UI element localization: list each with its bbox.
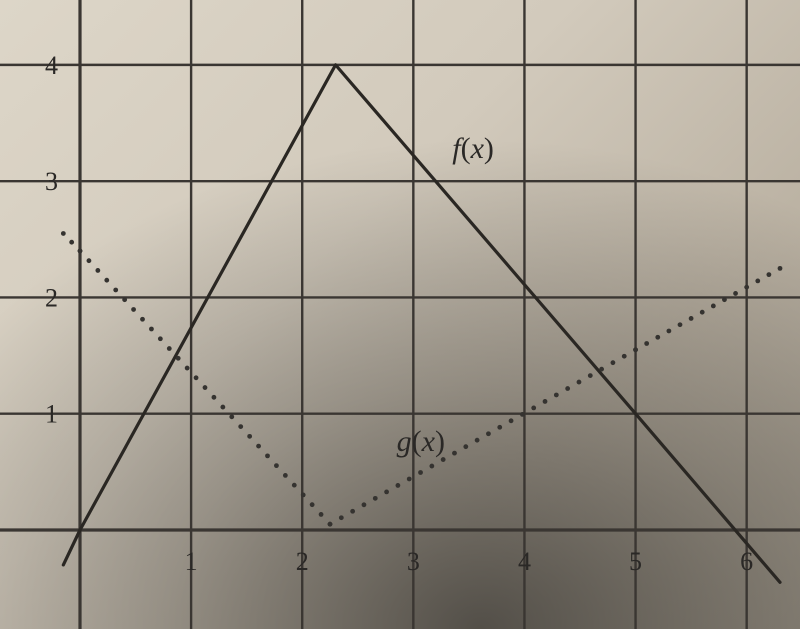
series-dot [509,418,514,423]
series-dot [611,360,616,365]
x-tick-label: 5 [629,547,642,576]
series-dot [310,502,315,507]
series-dot [644,341,649,346]
series-dot [78,249,83,254]
series-dot [87,258,92,263]
series-dot [274,463,279,468]
series-segment [336,65,636,414]
series-dot [778,266,783,271]
x-tick-label: 2 [296,547,309,576]
series-dot [678,322,683,327]
gridlines [0,0,800,629]
series-dot [212,395,217,400]
series-dot [122,297,127,302]
series-dot [475,438,480,443]
x-tick-label: 3 [407,547,420,576]
series-dot [588,373,593,378]
series-dot [722,297,727,302]
series-dot [452,451,457,456]
series-dot [203,385,208,390]
series-dot [113,288,118,293]
series-dot [350,509,355,514]
y-tick-label: 2 [45,283,58,312]
series-dot [666,329,671,334]
series-dot [256,444,261,449]
series-dot [486,431,491,436]
series-dot [265,453,270,458]
series-g: g(x) [61,231,782,526]
series-dot [520,412,525,417]
series-dot [407,477,412,482]
series-dot [185,366,190,371]
series-dot [95,268,100,273]
series-dot [599,367,604,372]
series-dot [229,414,234,419]
series-dot [633,347,638,352]
series-label-g: g(x) [397,425,445,458]
series-dot [238,424,243,429]
series-dot [384,489,389,494]
series-dot [700,310,705,315]
series-dot [328,522,333,527]
series-dot [744,285,749,290]
series-dot [292,483,297,488]
series-dot [554,393,559,398]
series-dot [531,406,536,411]
series-dot [61,231,66,236]
series-dot [565,386,570,391]
series-dot [283,473,288,478]
series-dot [319,512,324,517]
series-dot [497,425,502,430]
series-dot [418,470,423,475]
series-dot [149,327,154,332]
y-tick-label: 1 [45,400,58,429]
series-dot [689,316,694,321]
series-dot [766,272,771,277]
series-dot [301,493,306,498]
series-dot [194,375,199,380]
series-dot [463,444,468,449]
function-plot: 1 2 3 4 5 6 1 2 3 4 f(x) g(x) [0,0,800,629]
y-tick-label: 4 [45,51,58,80]
series-dot [755,278,760,283]
series-dot [131,307,136,312]
x-tick-label: 4 [518,547,531,576]
series-dot [339,515,344,520]
series-dot [396,483,401,488]
series-dot [362,502,367,507]
series-dot [140,317,145,322]
series-dot [104,278,109,283]
series-segment [636,414,780,583]
series-dot [543,399,548,404]
series-dot [247,434,252,439]
x-tick-label: 1 [185,547,198,576]
series-dot [373,496,378,501]
tick-labels: 1 2 3 4 5 6 1 2 3 4 [45,51,753,576]
series-label-f: f(x) [452,132,494,165]
series-dot [167,346,172,351]
series-dot [655,335,660,340]
series-dot [176,356,181,361]
series-f: f(x) [63,65,780,582]
series-dot [429,464,434,469]
series-dot [733,291,738,296]
series-dot [158,336,163,341]
y-tick-label: 3 [45,167,58,196]
series-segment [63,530,80,565]
series-dot [622,354,627,359]
series-dot [577,380,582,385]
series-dot [711,304,716,309]
x-tick-label: 6 [740,547,753,576]
series-dot [69,240,74,245]
series-dot [220,405,225,410]
